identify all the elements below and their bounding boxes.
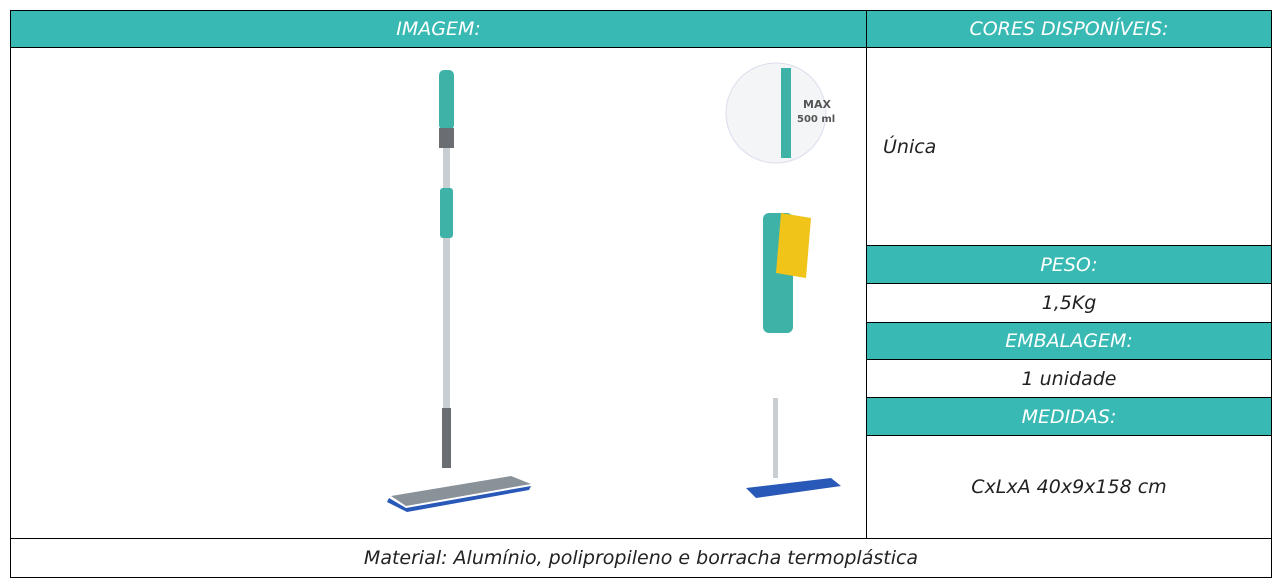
header-cell: IMAGEM: [10,10,867,48]
value-cell: CxLxA 40x9x158 cm [866,435,1272,539]
badge-text: MAX [803,98,831,111]
footer-cell: Material: Alumínio, polipropileno e borr… [10,538,1272,578]
label-cell: PESO: [866,245,1272,284]
product-image: MAX 500 ml [387,62,841,512]
header-cell: CORES DISPONÍVEIS: [866,10,1272,48]
image-cell: MAX 500 ml [10,47,867,539]
label-cell: MEDIDAS: [866,397,1272,436]
value-cell: 1,5Kg [866,283,1272,323]
value-cell: Única [866,47,1272,246]
badge-text: 500 ml [797,114,835,125]
label-cell: EMBALAGEM: [866,322,1272,360]
value-cell: 1 unidade [866,359,1272,398]
